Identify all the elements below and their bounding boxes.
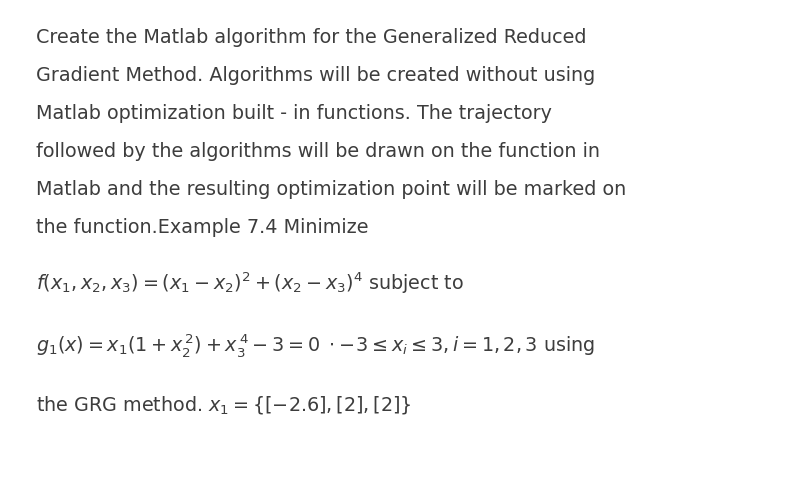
Text: Matlab optimization built - in functions. The trajectory: Matlab optimization built - in functions…: [36, 104, 552, 123]
Text: Create the Matlab algorithm for the Generalized Reduced: Create the Matlab algorithm for the Gene…: [36, 28, 586, 47]
Text: Matlab and the resulting optimization point will be marked on: Matlab and the resulting optimization po…: [36, 180, 626, 199]
Text: the function.Example 7.4 Minimize: the function.Example 7.4 Minimize: [36, 218, 368, 237]
Text: the GRG method. $x_1 = \{[-2.6], [2], [2]\}$: the GRG method. $x_1 = \{[-2.6], [2], [2…: [36, 394, 411, 416]
Text: Gradient Method. Algorithms will be created without using: Gradient Method. Algorithms will be crea…: [36, 66, 595, 85]
Text: $g_1(x) = x_1(1 + x_2^{\,2}) + x_3^{\,4} - 3 = 0 \;\cdot\!-\!3 \leq x_i \leq 3, : $g_1(x) = x_1(1 + x_2^{\,2}) + x_3^{\,4}…: [36, 332, 595, 359]
Text: $f(x_1, x_2, x_3) = (x_1 - x_2)^2 + (x_2 - x_3)^4$ subject to: $f(x_1, x_2, x_3) = (x_1 - x_2)^2 + (x_2…: [36, 270, 464, 296]
Text: followed by the algorithms will be drawn on the function in: followed by the algorithms will be drawn…: [36, 142, 600, 161]
